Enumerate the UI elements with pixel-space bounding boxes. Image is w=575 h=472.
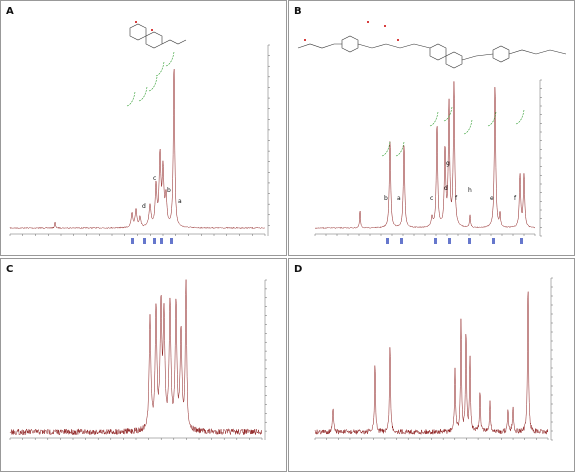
spectrum (314, 81, 536, 230)
integral-value (160, 238, 163, 244)
spectrum (314, 291, 548, 435)
integration-curve (138, 86, 148, 102)
integral-value (492, 238, 495, 244)
integration-curve (381, 141, 391, 157)
integral-value (170, 238, 173, 244)
integration-curve (515, 109, 525, 125)
integral-value (143, 238, 146, 244)
panel-frame (0, 258, 287, 472)
panel-label: A (6, 6, 14, 17)
integral-value (400, 238, 403, 244)
peak-label: d (142, 203, 146, 210)
integral-value (131, 238, 134, 244)
panel-frame (0, 0, 287, 256)
integration-curve (429, 111, 439, 127)
integral-value (386, 238, 389, 244)
peak-label: h (468, 187, 472, 194)
structure (129, 23, 567, 69)
integral-value (520, 238, 523, 244)
panel-label: C (6, 264, 13, 275)
integration-curve (155, 61, 165, 77)
peak-label: c (153, 175, 156, 182)
integration-curve (126, 91, 136, 107)
integral-value (153, 238, 156, 244)
panel-label: D (294, 264, 302, 275)
peak-label: b (167, 187, 171, 194)
peak-label: f (514, 195, 517, 202)
peak-label: g (446, 160, 450, 167)
peak-label: d (444, 185, 448, 192)
integral-value (434, 238, 437, 244)
integration-curve (165, 51, 175, 67)
peak-label: f (455, 195, 458, 202)
integration-curve (443, 106, 453, 122)
structure-marks (135, 21, 399, 41)
peak-label: e (490, 195, 494, 202)
integral-value (468, 238, 471, 244)
integral-value (448, 238, 451, 244)
spectrum (9, 279, 263, 436)
peak-label: b (384, 195, 388, 202)
integration-curve (463, 119, 473, 135)
integration-curve (148, 76, 158, 92)
integration-curve (395, 141, 405, 157)
panel-label: B (294, 6, 302, 17)
peak-label: c (430, 195, 433, 202)
peak-label: a (397, 195, 401, 202)
integration-curve (487, 111, 497, 127)
spectrum (9, 69, 265, 230)
peak-label: a (178, 198, 182, 205)
